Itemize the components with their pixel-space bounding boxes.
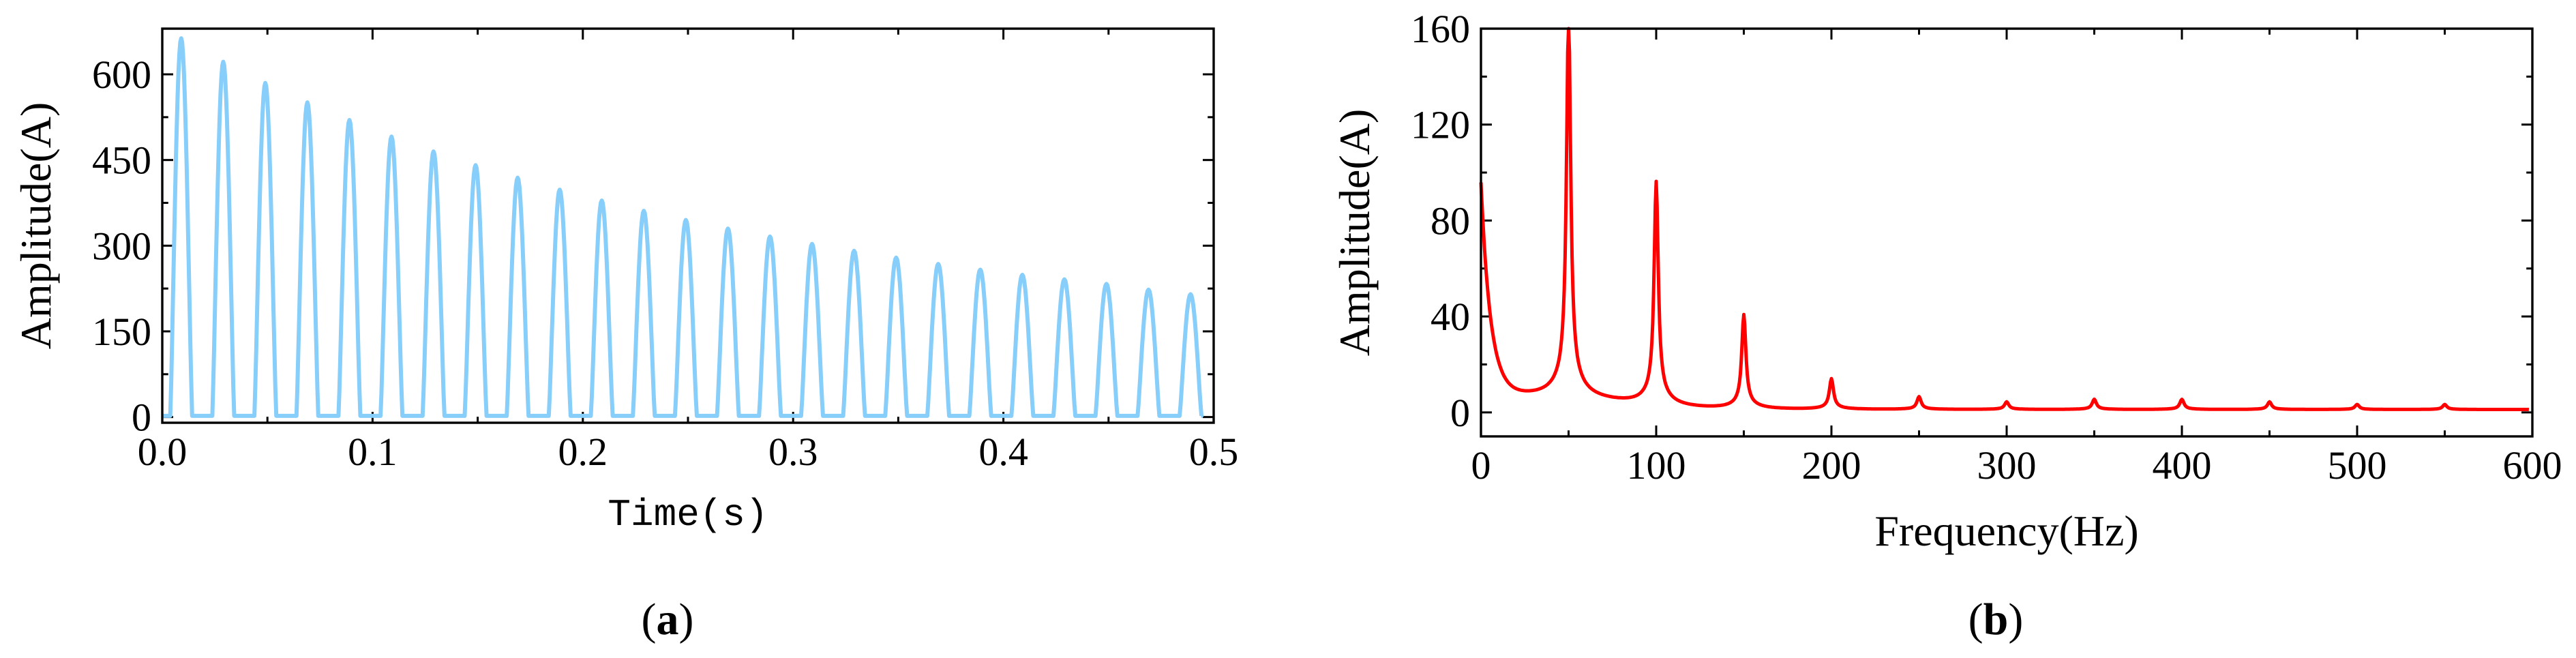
b-x-tick-label: 100	[1627, 443, 1686, 488]
b-y-tick-label: 40	[1431, 295, 1470, 339]
chart-b-panel-label: (b)	[1968, 595, 2024, 644]
b-y-tick-label: 160	[1411, 7, 1470, 51]
a-y-tick-label: 300	[92, 224, 151, 268]
b-x-tick-label: 500	[2328, 443, 2387, 488]
b-x-tick-label: 300	[1977, 443, 2037, 488]
chart-a-panel-label: (a)	[642, 595, 694, 644]
chart-b-x-axis-label: Frequency(Hz)	[1874, 507, 2138, 555]
a-x-tick-label: 0.4	[978, 430, 1028, 474]
chart-b-frame	[1480, 27, 2534, 438]
a-x-tick-label: 0.2	[558, 430, 608, 474]
a-x-tick-label: 0.0	[138, 430, 188, 474]
b-y-tick-label: 120	[1411, 103, 1470, 147]
a-x-tick-label: 0.5	[1189, 430, 1239, 474]
b-x-tick-label: 400	[2153, 443, 2212, 488]
chart-a-current-waveform	[162, 36, 1204, 418]
chart-b-frequency-spectrum: 0 100 200 300 400 500 600 0 40 80 120 160 Frequency…	[1330, 7, 2562, 644]
b-x-tick-label: 200	[1802, 443, 1861, 488]
a-y-tick-label: 600	[92, 53, 151, 97]
chart-a-frame	[161, 27, 1215, 424]
a-y-tick-label: 150	[92, 310, 151, 354]
a-y-tick-label: 0	[132, 395, 151, 440]
a-x-tick-label: 0.3	[768, 430, 818, 474]
chart-b-panel-letter: b	[1983, 595, 2009, 644]
chart-a-x-axis-label: Time(s)	[608, 493, 768, 537]
b-x-tick-label: 0	[1471, 443, 1491, 488]
b-x-tick-label: 600	[2503, 443, 2562, 488]
chart-a-panel-letter: a	[657, 595, 679, 644]
chart-b-spectrum-line	[1479, 27, 2530, 412]
chart-a-y-axis-label: Amplitude(A)	[12, 102, 60, 350]
b-y-tick-label: 80	[1431, 198, 1470, 243]
a-x-tick-label: 0.1	[348, 430, 398, 474]
a-y-tick-label: 450	[92, 138, 151, 183]
chart-b-y-axis-label: Amplitude(A)	[1330, 109, 1379, 357]
b-y-tick-label: 0	[1450, 391, 1470, 435]
